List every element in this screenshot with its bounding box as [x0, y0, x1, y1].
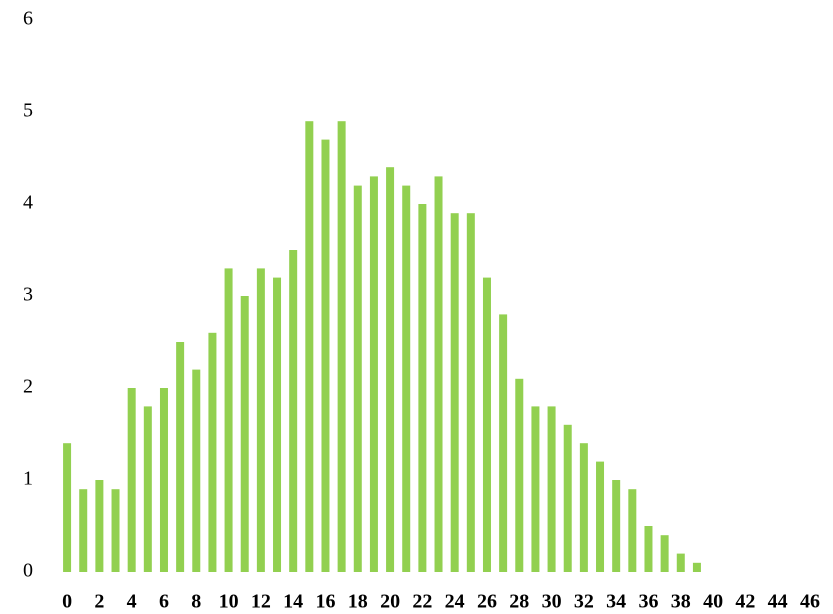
bar — [305, 121, 314, 572]
bar — [240, 296, 249, 572]
bar — [450, 213, 459, 572]
bar — [176, 342, 185, 572]
y-tick-label: 1 — [23, 468, 33, 490]
bar — [143, 406, 152, 572]
x-tick-label: 20 — [380, 591, 400, 613]
x-tick-label: 4 — [127, 591, 137, 613]
y-tick-label: 5 — [23, 100, 33, 122]
bar — [563, 424, 572, 572]
bar — [402, 185, 411, 572]
x-tick-label: 24 — [445, 591, 465, 613]
x-tick-label: 12 — [251, 591, 271, 613]
bar — [224, 268, 233, 572]
x-tick-label: 28 — [509, 591, 529, 613]
x-tick-label: 22 — [412, 591, 432, 613]
bar — [273, 277, 282, 572]
x-tick-label: 30 — [542, 591, 562, 613]
y-tick-label: 6 — [23, 8, 33, 30]
x-tick-label: 18 — [348, 591, 368, 613]
bar — [579, 443, 588, 572]
y-tick-label: 4 — [23, 192, 33, 214]
y-tick-label: 2 — [23, 376, 33, 398]
x-tick-label: 44 — [768, 591, 788, 613]
bar — [515, 378, 524, 572]
x-tick-label: 8 — [191, 591, 201, 613]
x-tick-label: 32 — [574, 591, 594, 613]
bar — [547, 406, 556, 572]
bar — [644, 526, 653, 572]
x-tick-label: 16 — [315, 591, 335, 613]
bar — [159, 388, 168, 572]
x-tick-label: 36 — [638, 591, 658, 613]
bar — [321, 139, 330, 572]
bar — [692, 562, 701, 572]
bar — [676, 553, 685, 572]
bar — [386, 167, 395, 572]
bar — [256, 268, 265, 572]
bar — [337, 121, 346, 572]
x-tick-label: 46 — [800, 591, 820, 613]
x-tick-label: 14 — [283, 591, 303, 613]
bar — [208, 332, 217, 572]
bar — [418, 204, 427, 572]
bar — [127, 388, 136, 572]
y-tick-label: 0 — [23, 560, 33, 582]
bar — [482, 277, 491, 572]
bar — [660, 535, 669, 572]
bar — [369, 176, 378, 572]
bar — [289, 250, 298, 572]
x-tick-label: 0 — [62, 591, 72, 613]
bar — [192, 369, 201, 572]
x-tick-label: 10 — [219, 591, 239, 613]
bar — [79, 489, 88, 572]
bar — [434, 176, 443, 572]
y-tick-label: 3 — [23, 284, 33, 306]
bar — [63, 443, 72, 572]
bar — [612, 480, 621, 572]
bar — [353, 185, 362, 572]
x-tick-label: 26 — [477, 591, 497, 613]
bar — [499, 314, 508, 572]
bar — [596, 461, 605, 572]
x-tick-label: 6 — [159, 591, 169, 613]
bar — [111, 489, 120, 572]
bar — [628, 489, 637, 572]
bar — [531, 406, 540, 572]
x-tick-label: 42 — [735, 591, 755, 613]
x-tick-label: 40 — [703, 591, 723, 613]
x-tick-label: 38 — [671, 591, 691, 613]
bar — [466, 213, 475, 572]
x-tick-label: 2 — [94, 591, 104, 613]
bar — [95, 480, 104, 572]
x-tick-label: 34 — [606, 591, 626, 613]
